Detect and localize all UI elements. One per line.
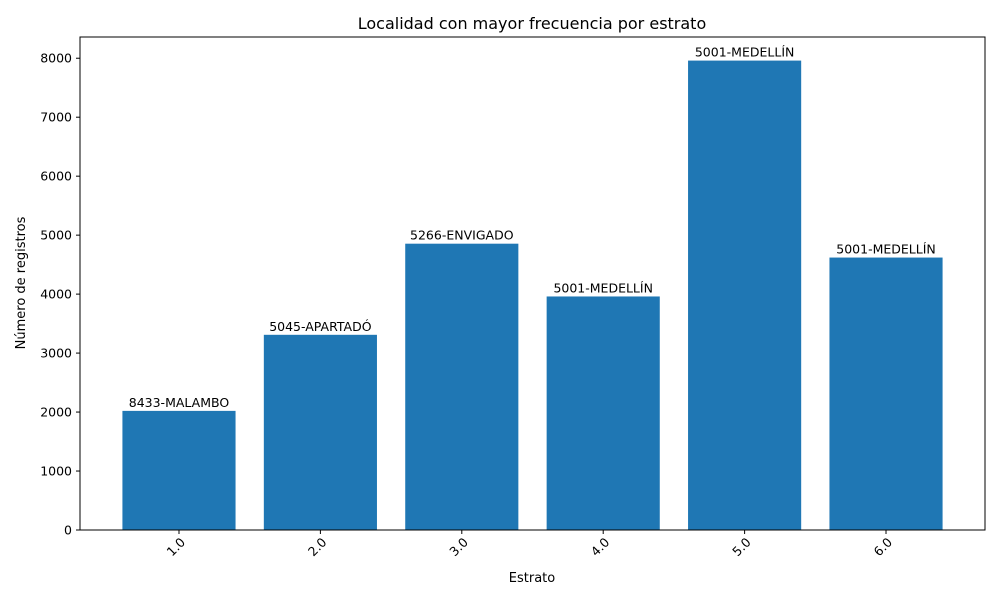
bar-labels-group: 8433-MALAMBO 5045-APARTADÓ 5266-ENVIGADO 50… [129, 45, 936, 410]
plot-frame [79, 36, 986, 531]
y-tick-label: 0 [64, 523, 72, 538]
bar-value-label: 5001-MEDELLÍN [836, 242, 936, 257]
bar [546, 296, 660, 530]
y-tick-label: 7000 [40, 110, 72, 125]
bar-value-label: 5001-MEDELLÍN [553, 280, 653, 295]
y-tick-label: 4000 [40, 287, 72, 302]
bar [405, 243, 519, 530]
x-tick-label: 2.0 [305, 534, 330, 559]
bar-value-label: 8433-MALAMBO [129, 395, 230, 410]
x-axis-label: Estrato [509, 571, 555, 586]
x-tick-label: 1.0 [163, 534, 188, 559]
y-axis-label: Número de registros [14, 216, 29, 349]
x-tick-label: 6.0 [870, 534, 895, 559]
x-tick-label: 3.0 [446, 534, 471, 559]
bar [122, 410, 236, 530]
y-tick-label: 1000 [40, 464, 72, 479]
bar [688, 60, 802, 531]
y-tick-label: 2000 [40, 405, 72, 420]
y-axis: 0 1000 2000 3000 4000 5000 6000 7000 8000 [40, 51, 80, 538]
bar [829, 257, 943, 530]
bars-group [122, 60, 943, 531]
bar [263, 334, 377, 530]
y-tick-label: 8000 [40, 51, 72, 66]
chart-title: Localidad con mayor frecuencia por estra… [358, 14, 707, 33]
bar-value-label: 5045-APARTADÓ [269, 319, 372, 334]
bar-value-label: 5001-MEDELLÍN [695, 45, 795, 60]
y-tick-label: 5000 [40, 228, 72, 243]
y-tick-label: 6000 [40, 169, 72, 184]
x-tick-label: 5.0 [729, 534, 754, 559]
x-axis: 1.0 2.0 3.0 4.0 5.0 6.0 [163, 530, 895, 559]
y-tick-label: 3000 [40, 346, 72, 361]
bar-value-label: 5266-ENVIGADO [410, 228, 514, 243]
x-tick-label: 4.0 [588, 534, 613, 559]
